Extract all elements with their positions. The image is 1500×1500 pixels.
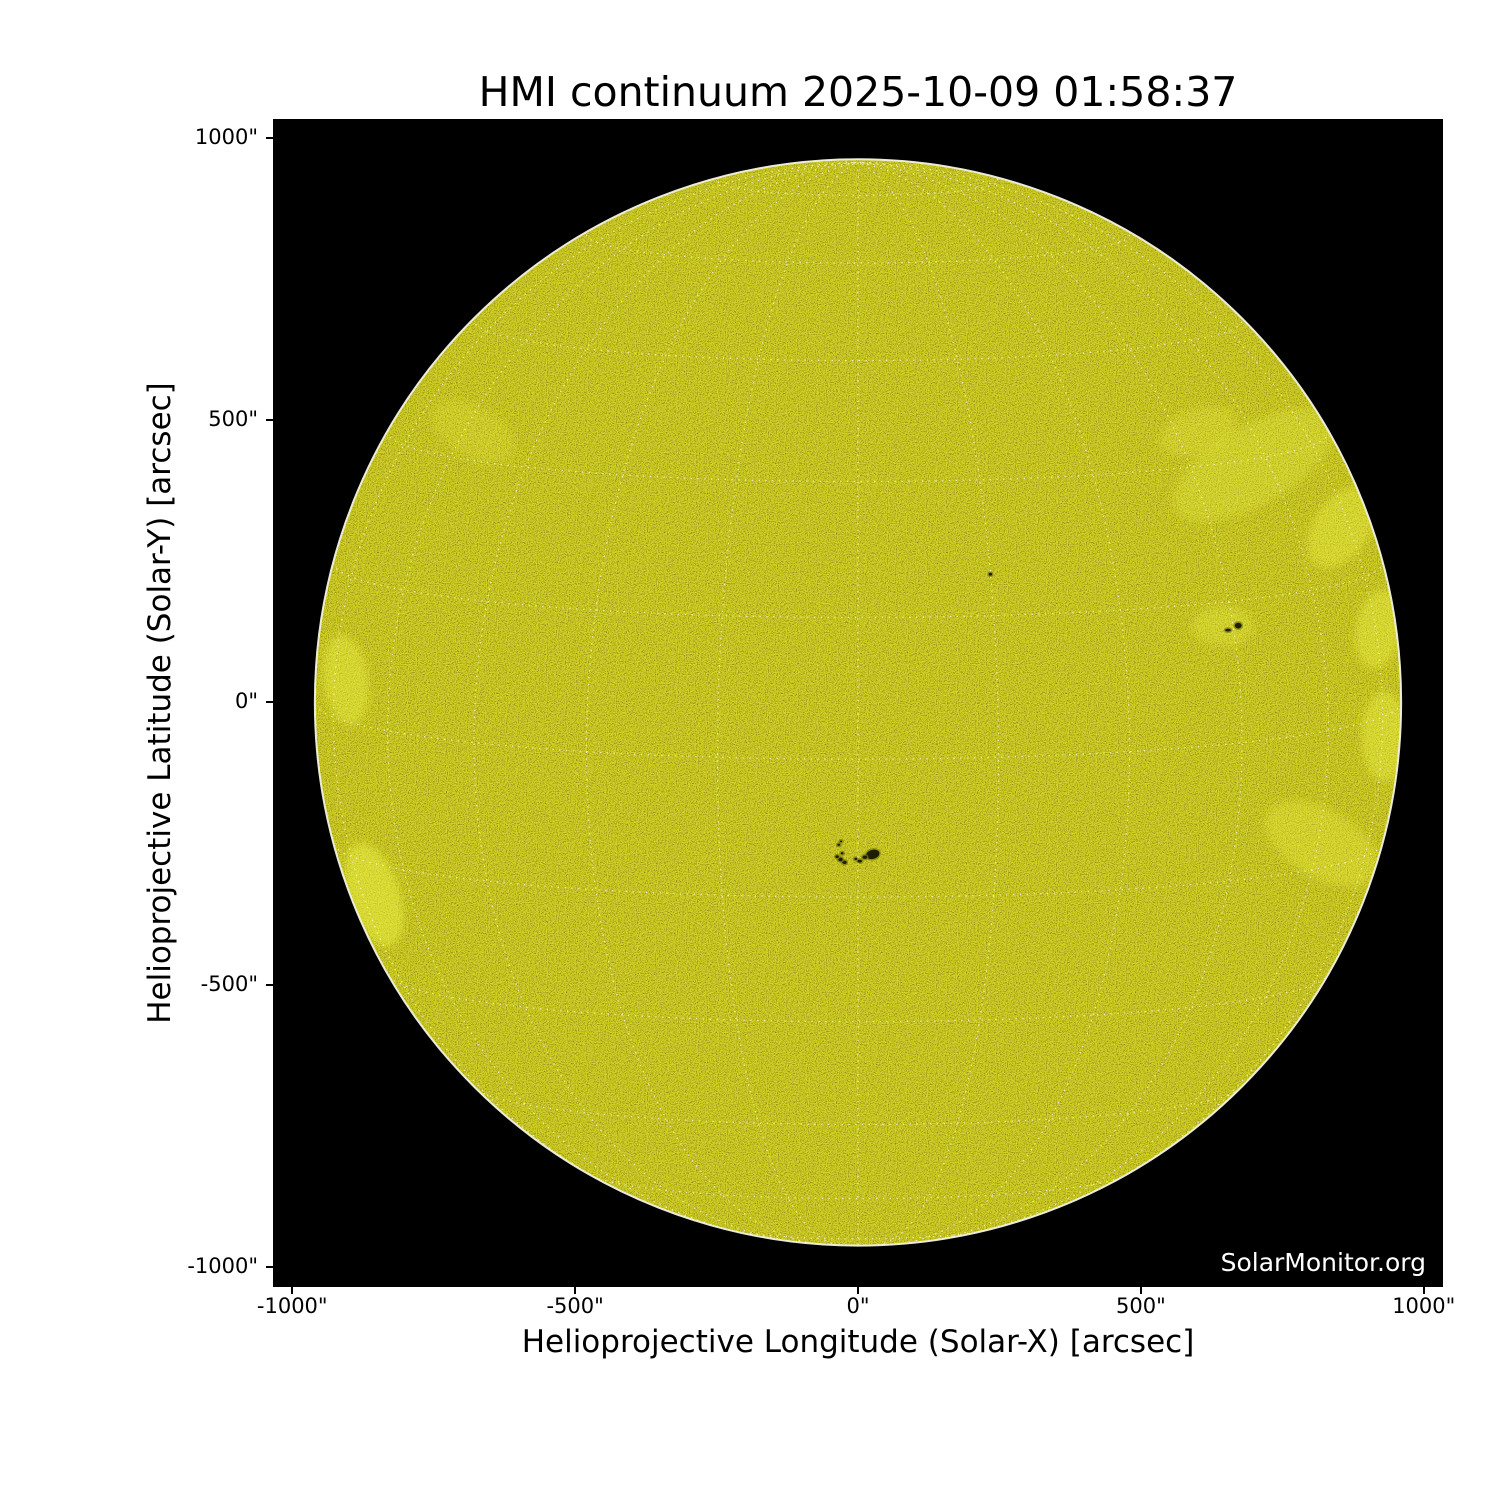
y-tick-label: -1000" bbox=[187, 1254, 258, 1279]
chart-title: HMI continuum 2025-10-09 01:58:37 bbox=[478, 68, 1238, 116]
x-tick-mark bbox=[574, 1287, 577, 1294]
y-tick-mark bbox=[266, 1266, 273, 1269]
sunspot-group bbox=[833, 571, 1244, 866]
watermark: SolarMonitor.org bbox=[1220, 1248, 1426, 1277]
x-tick-label: 0" bbox=[846, 1294, 870, 1318]
heliographic-grid bbox=[315, 161, 1401, 1246]
x-tick-mark bbox=[1139, 1287, 1142, 1294]
y-tick-label: -500" bbox=[200, 971, 258, 996]
y-tick-label: 1000" bbox=[194, 124, 258, 149]
y-tick-mark bbox=[266, 419, 273, 422]
x-tick-mark bbox=[857, 1287, 859, 1294]
x-tick-label: 500" bbox=[1116, 1294, 1166, 1318]
y-tick-label: 0" bbox=[234, 689, 258, 714]
y-tick-label: 500" bbox=[208, 407, 258, 432]
y-tick-mark bbox=[266, 701, 273, 704]
solar-disk-image bbox=[313, 158, 1403, 1247]
x-tick-label: 1000" bbox=[1392, 1294, 1456, 1318]
x-axis-label: Helioprojective Longitude (Solar-X) [arc… bbox=[521, 1324, 1195, 1360]
x-tick-mark bbox=[1422, 1287, 1425, 1294]
x-tick-mark bbox=[291, 1287, 294, 1294]
x-tick-label: -500" bbox=[546, 1294, 604, 1318]
limb-rim bbox=[313, 158, 1403, 1247]
plot-area: SolarMonitor.org bbox=[273, 119, 1443, 1287]
y-tick-mark bbox=[266, 983, 273, 986]
faculae bbox=[322, 399, 1401, 947]
y-tick-mark bbox=[266, 136, 273, 139]
granulation-noise bbox=[315, 159, 1401, 1246]
x-tick-label: -1000" bbox=[256, 1294, 328, 1318]
